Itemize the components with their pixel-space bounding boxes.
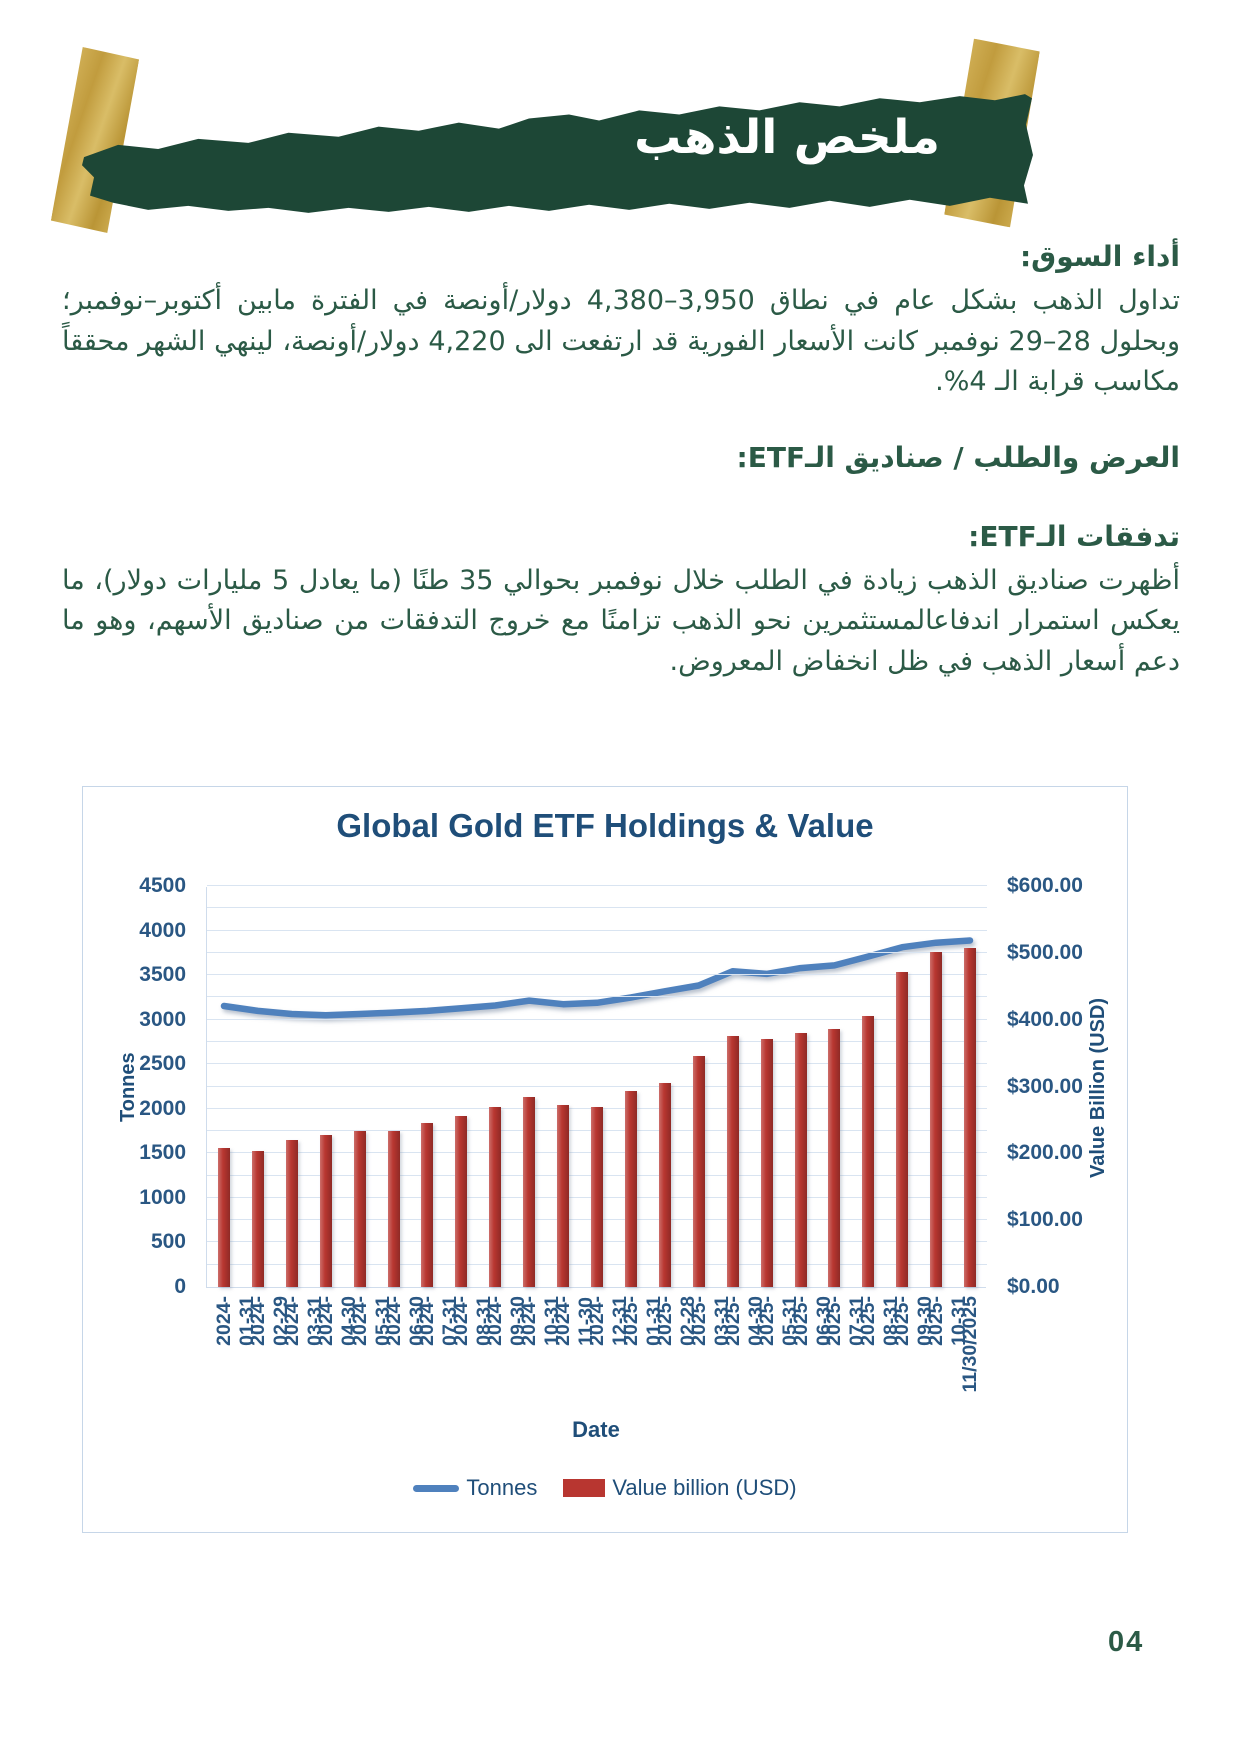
body-text-block: أداء السوق: تداول الذهب بشكل عام في نطاق…	[62, 240, 1180, 682]
left-axis-title: Tonnes	[117, 1052, 139, 1123]
section-heading-market-performance: أداء السوق:	[1019, 240, 1180, 273]
line-series-swatch	[413, 1484, 460, 1492]
value-bar	[591, 1107, 603, 1287]
value-bar	[319, 1135, 332, 1287]
value-bar	[421, 1122, 434, 1287]
value-bar	[353, 1130, 366, 1287]
right-axis-tick: $100.00	[1007, 1208, 1083, 1232]
bar-series-swatch	[563, 1479, 606, 1497]
page-title: ملخص الذهب	[634, 110, 940, 165]
section-heading-etf-flows: تدفقات الـETF:	[968, 519, 1180, 553]
value-bar	[387, 1131, 400, 1287]
right-axis-tick: $300.00	[1007, 1074, 1083, 1098]
chart-legend: Tonnes Value billion (USD)	[83, 1475, 1127, 1501]
plot-area: 4500 4000 3500 3000 2500 2000 1500 1000 500 0 $600…	[139, 874, 1083, 1393]
chart-title: Global Gold ETF Holdings & Value	[336, 807, 874, 844]
section-heading-supply-demand-etf: العرض والطلب / صناديق الـETF:	[736, 440, 1180, 474]
right-axis-tick: $600.00	[1007, 874, 1083, 897]
gridline	[207, 885, 987, 886]
value-bar	[218, 1148, 230, 1287]
value-bar	[251, 1151, 264, 1287]
gridline	[207, 996, 987, 998]
value-bar	[692, 1055, 705, 1287]
legend-label-value: Value billion (USD)	[612, 1475, 797, 1500]
gridline	[207, 951, 987, 953]
legend-label-tonnes: Tonnes	[466, 1475, 538, 1500]
x-axis-tick: 11/30/2025	[959, 1296, 981, 1393]
left-axis-tick: 2500	[139, 1052, 186, 1076]
value-bar	[862, 1015, 875, 1287]
value-bar	[624, 1091, 637, 1287]
value-bar	[285, 1140, 298, 1287]
left-axis-tick: 4000	[139, 918, 186, 942]
value-bar	[794, 1033, 807, 1287]
value-bar	[455, 1115, 468, 1287]
value-bar	[726, 1035, 739, 1287]
section-body-etf-flows: أظهرت صناديق الذهب زيادة في الطلب خلال ن…	[62, 564, 1180, 677]
value-bar	[828, 1029, 841, 1287]
left-axis-tick: 3000	[139, 1007, 186, 1031]
value-bar	[557, 1104, 570, 1287]
left-axis-tick: 500	[150, 1230, 186, 1254]
gridline	[207, 1040, 987, 1042]
chart-card: Global Gold ETF Holdings & Value Tonnes …	[82, 786, 1128, 1533]
legend-item-value: Value billion (USD)	[563, 1475, 797, 1501]
torn-paper-shape	[82, 94, 1033, 213]
header-banner: ملخص الذهب	[78, 84, 1038, 218]
right-axis-tick: $200.00	[1007, 1141, 1083, 1165]
right-axis-tick: $0.00	[1007, 1275, 1060, 1298]
left-axis-tick: 4500	[139, 874, 186, 897]
right-axis-tick: $500.00	[1007, 940, 1083, 964]
legend-item-tonnes: Tonnes	[413, 1475, 537, 1501]
left-axis-tick: 1500	[139, 1141, 186, 1165]
left-axis-tick: 1000	[139, 1185, 186, 1209]
gridline	[207, 907, 987, 909]
gridline	[207, 1063, 987, 1065]
gridline	[207, 974, 987, 976]
value-bar	[523, 1097, 536, 1287]
value-bar	[760, 1039, 773, 1287]
section-body-market-performance: تداول الذهب بشكل عام في نطاق 3,950–4,380…	[62, 285, 1181, 397]
right-axis-tick: $400.00	[1007, 1007, 1083, 1031]
gridline	[207, 1085, 987, 1087]
gridline	[207, 929, 987, 931]
value-bar	[489, 1107, 502, 1287]
value-bar	[930, 952, 943, 1287]
left-axis-tick: 2000	[139, 1096, 186, 1120]
value-bar	[964, 948, 976, 1287]
value-bar	[896, 971, 909, 1287]
left-axis-tick: 0	[174, 1275, 186, 1298]
left-axis-tick: 3500	[139, 963, 186, 987]
gridline	[207, 1018, 987, 1020]
page-number: 04	[1108, 1626, 1145, 1658]
x-axis-title: Date	[572, 1417, 620, 1442]
value-bar	[658, 1082, 671, 1287]
